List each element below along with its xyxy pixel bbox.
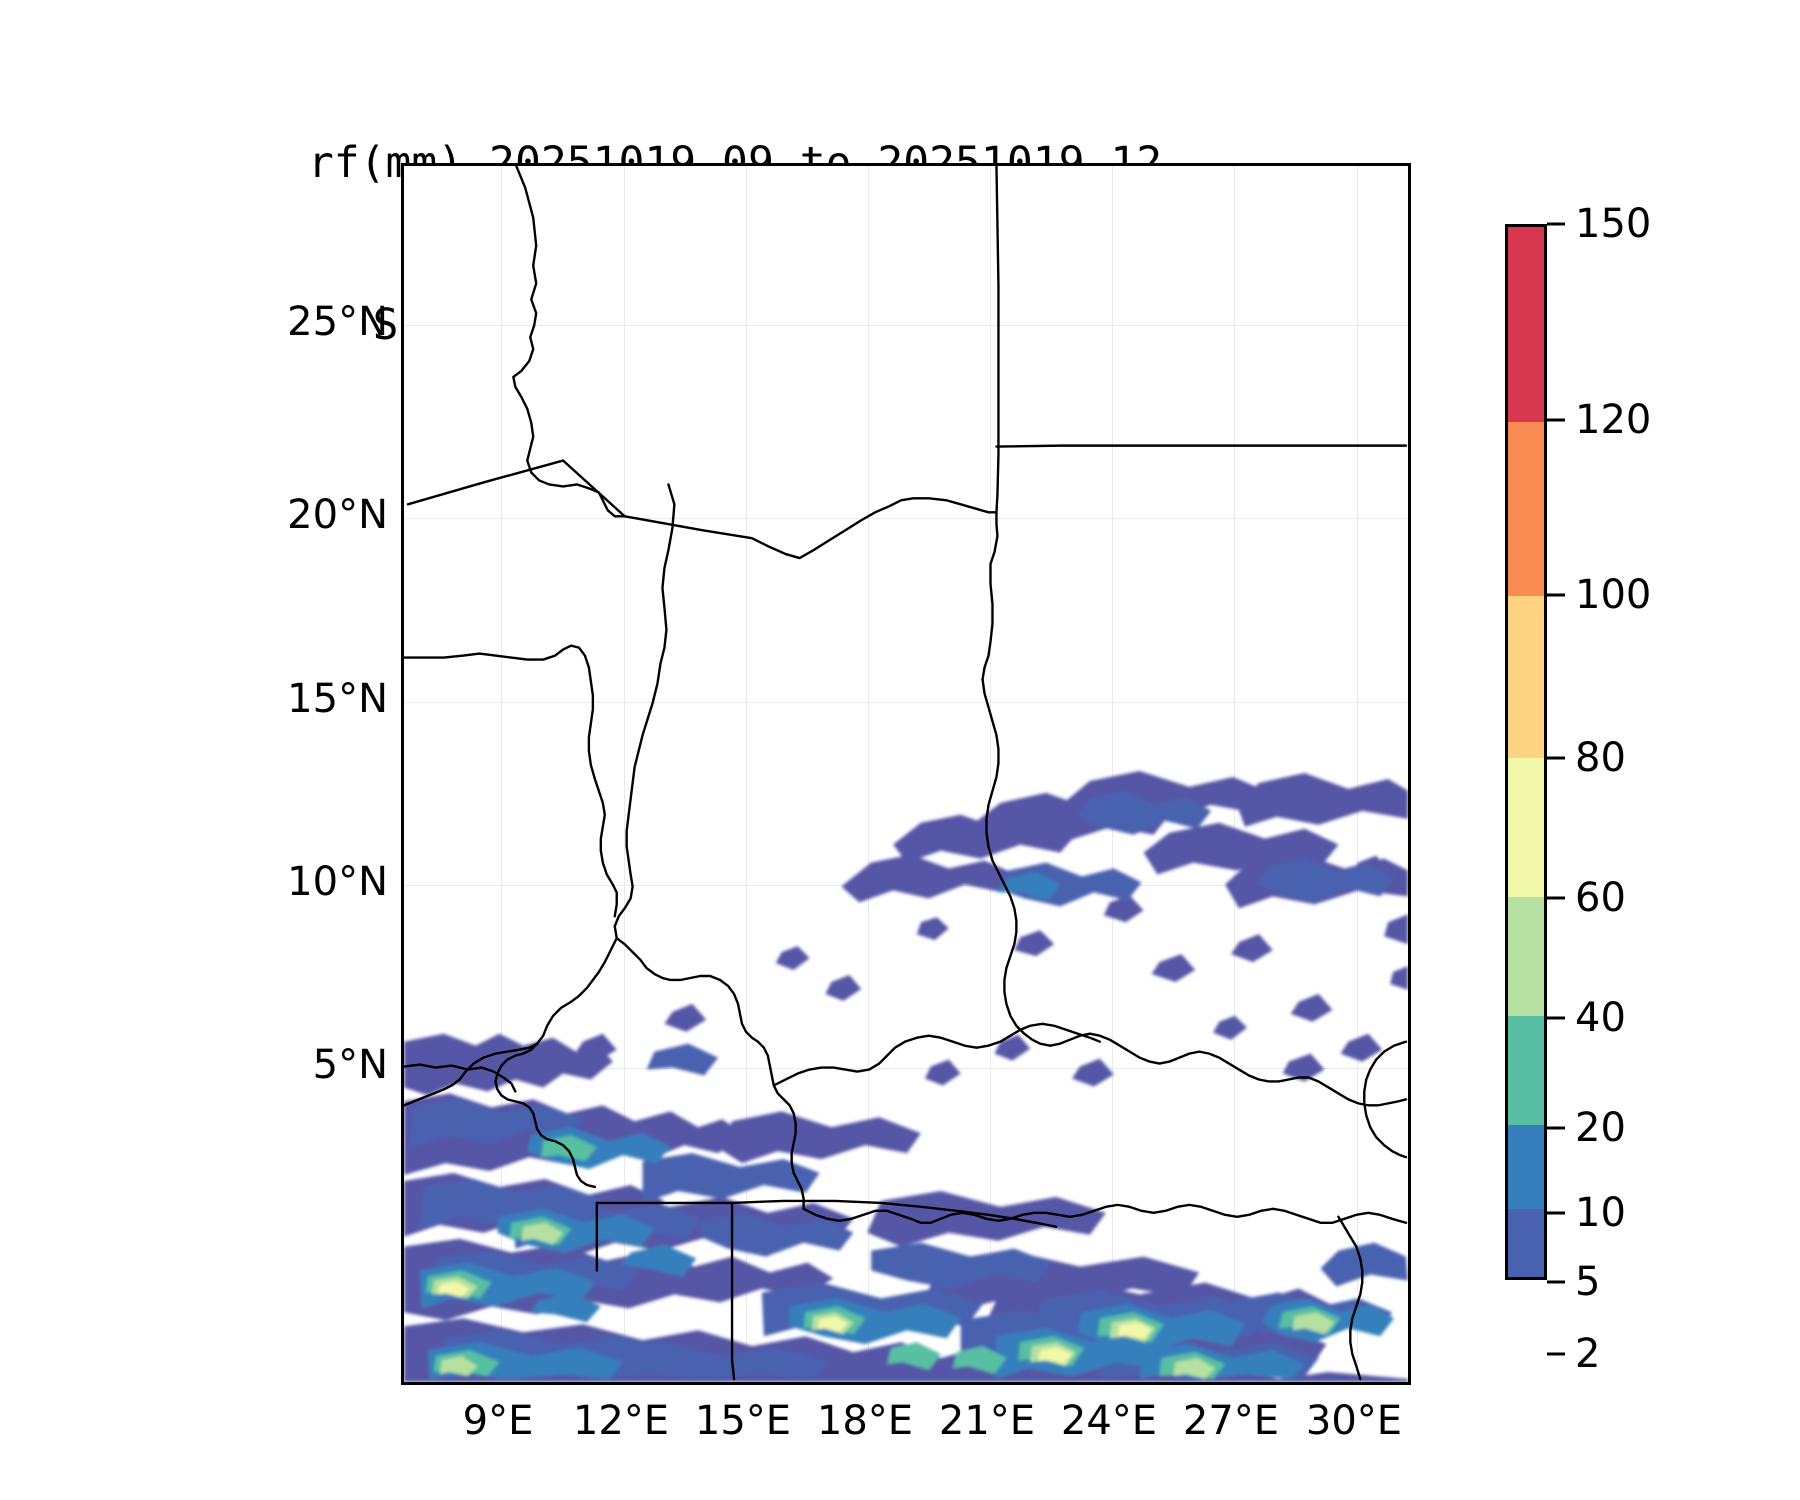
colorbar-band-80-100 [1508, 595, 1544, 759]
colorbar-tick-60 [1547, 896, 1565, 900]
xtick-label-21e: 21°E [938, 1398, 1036, 1444]
gridline-lon-18 [868, 166, 869, 1382]
colorbar-gradient [1505, 224, 1547, 1280]
gridline-lon-21 [990, 166, 991, 1382]
colorbar-tick-40 [1547, 1016, 1565, 1020]
colorbar-band-60-80 [1508, 758, 1544, 897]
gridline-lon-24 [1112, 166, 1113, 1382]
colorbar-label-100: 100 [1575, 572, 1652, 618]
gridline-lon-15 [746, 166, 747, 1382]
colorbar-tick-2 [1547, 1352, 1565, 1356]
colorbar-tick-80 [1547, 756, 1565, 760]
colorbar-tick-100 [1547, 593, 1565, 597]
gridline-lat-20 [404, 518, 1408, 519]
colorbar-label-20: 20 [1575, 1105, 1626, 1151]
colorbar-band-100-120 [1508, 422, 1544, 596]
colorbar-tick-120 [1547, 418, 1565, 422]
xtick-label-27e: 27°E [1182, 1398, 1280, 1444]
xtick-label-15e: 15°E [694, 1398, 792, 1444]
colorbar-tick-20 [1547, 1126, 1565, 1130]
ytick-label-25n: 25°N [287, 299, 388, 345]
precipitation-field [404, 771, 1408, 1382]
colorbar-band-120-150 [1508, 227, 1544, 423]
xtick-label-18e: 18°E [816, 1398, 914, 1444]
gridline-lon-12 [624, 166, 625, 1382]
colorbar-band-5-10 [1508, 1208, 1544, 1277]
ytick-label-10n: 10°N [287, 859, 388, 905]
colorbar-tick-10 [1547, 1211, 1565, 1215]
country-borders [404, 166, 1408, 1381]
ytick-label-5n: 5°N [312, 1042, 388, 1088]
colorbar-label-120: 120 [1575, 397, 1652, 443]
map-axes [401, 163, 1411, 1385]
colorbar-label-60: 60 [1575, 875, 1626, 921]
ytick-label-20n: 20°N [287, 492, 388, 538]
colorbar-band-40-60 [1508, 896, 1544, 1016]
colorbar-band-20-40 [1508, 1015, 1544, 1125]
colorbar-label-10: 10 [1575, 1190, 1626, 1236]
gridline-lat-25 [404, 325, 1408, 326]
colorbar-band-10-20 [1508, 1124, 1544, 1209]
gridline-lat-5 [404, 1068, 1408, 1069]
colorbar-label-80: 80 [1575, 735, 1626, 781]
xtick-label-9e: 9°E [462, 1398, 534, 1444]
colorbar-label-2: 2 [1575, 1331, 1601, 1377]
colorbar-label-40: 40 [1575, 995, 1626, 1041]
colorbar-tick-5 [1547, 1280, 1565, 1284]
xtick-label-12e: 12°E [572, 1398, 670, 1444]
ytick-label-15n: 15°N [287, 676, 388, 722]
xtick-label-24e: 24°E [1060, 1398, 1158, 1444]
colorbar-tick-150 [1547, 222, 1565, 226]
colorbar: 150 120 100 80 60 40 20 10 5 2 [1505, 160, 1651, 1377]
gridline-lon-30 [1357, 166, 1358, 1382]
gridline-lon-27 [1234, 166, 1235, 1382]
gridline-lon-9 [501, 166, 502, 1382]
gridline-lat-15 [404, 702, 1408, 703]
xtick-label-30e: 30°E [1305, 1398, 1403, 1444]
colorbar-label-150: 150 [1575, 201, 1652, 247]
colorbar-label-5: 5 [1575, 1259, 1601, 1305]
